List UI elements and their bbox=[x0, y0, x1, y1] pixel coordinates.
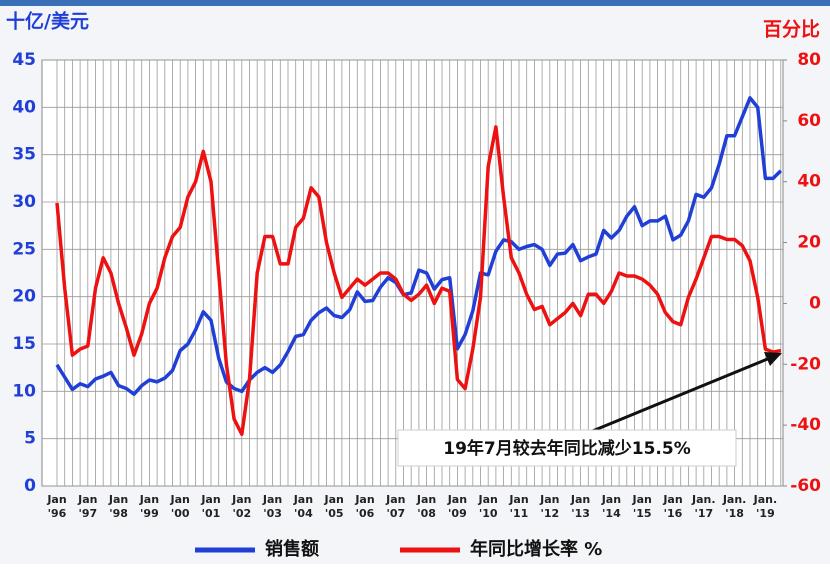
x-tick-label: Jan '00 bbox=[170, 493, 190, 520]
legend-label: 销售额 bbox=[265, 538, 319, 560]
x-tick-label: Jan '04 bbox=[293, 493, 313, 520]
x-tick-label: Jan. '17 bbox=[691, 493, 716, 520]
y-tick-label: 20 bbox=[12, 287, 36, 307]
x-tick-label: Jan. '19 bbox=[753, 493, 778, 520]
y-tick-label: 40 bbox=[12, 97, 36, 117]
y2-tick-label: 60 bbox=[797, 111, 821, 131]
x-tick-label: Jan '03 bbox=[262, 493, 282, 520]
x-tick-label: Jan '98 bbox=[108, 493, 128, 520]
y2-tick-label: 80 bbox=[797, 50, 821, 70]
x-tick-label: Jan '12 bbox=[539, 493, 559, 520]
y2-tick-label: 20 bbox=[797, 233, 821, 253]
arrow-head bbox=[764, 352, 782, 366]
plot-area bbox=[41, 59, 784, 487]
legend-label: 年同比增长率 % bbox=[470, 538, 602, 560]
x-tick-label: Jan '15 bbox=[632, 493, 652, 520]
y-tick-label: 45 bbox=[12, 50, 36, 70]
y2-axis-label: 百分比 bbox=[763, 19, 820, 41]
x-tick-label: Jan '02 bbox=[231, 493, 251, 520]
x-tick-label: Jan '13 bbox=[570, 493, 590, 520]
annotation: 19年7月较去年同比减少15.5% bbox=[443, 438, 690, 459]
y-tick-label: 35 bbox=[12, 145, 36, 165]
x-tick-label: Jan '11 bbox=[508, 493, 528, 520]
y2-tick-label: 0 bbox=[809, 293, 821, 313]
x-tick-label: Jan '05 bbox=[324, 493, 344, 520]
x-tick-label: Jan. '18 bbox=[722, 493, 747, 520]
x-tick-label: Jan '09 bbox=[447, 493, 467, 520]
y2-tick-label: -40 bbox=[790, 415, 821, 435]
y-tick-label: 0 bbox=[24, 476, 36, 496]
x-tick-label: Jan '06 bbox=[354, 493, 374, 520]
x-tick-label: Jan '14 bbox=[601, 493, 621, 520]
top-strip bbox=[0, 0, 830, 6]
x-tick-label: Jan '08 bbox=[416, 493, 436, 520]
y-axis-label: 十亿/美元 bbox=[6, 10, 89, 33]
y2-tick-label: -20 bbox=[790, 354, 821, 374]
y2-tick-label: 40 bbox=[797, 172, 821, 192]
y-tick-label: 5 bbox=[24, 429, 36, 449]
x-tick-label: Jan '97 bbox=[77, 493, 97, 520]
series-line bbox=[55, 96, 783, 396]
y-tick-label: 30 bbox=[12, 192, 36, 212]
y-tick-label: 25 bbox=[12, 239, 36, 259]
annotation-box bbox=[397, 429, 737, 467]
x-tick-label: Jan '01 bbox=[200, 493, 220, 520]
y2-tick-label: -60 bbox=[790, 476, 821, 496]
x-tick-label: Jan '16 bbox=[662, 493, 682, 520]
x-tick-label: Jan '07 bbox=[385, 493, 405, 520]
series-line bbox=[55, 125, 782, 437]
y-tick-label: 15 bbox=[12, 334, 36, 354]
x-tick-label: Jan '10 bbox=[478, 493, 498, 520]
x-tick-label: Jan '99 bbox=[139, 493, 159, 520]
annotation-arrow bbox=[589, 356, 771, 434]
x-tick-label: Jan '96 bbox=[46, 493, 66, 520]
y-tick-label: 10 bbox=[12, 381, 36, 401]
